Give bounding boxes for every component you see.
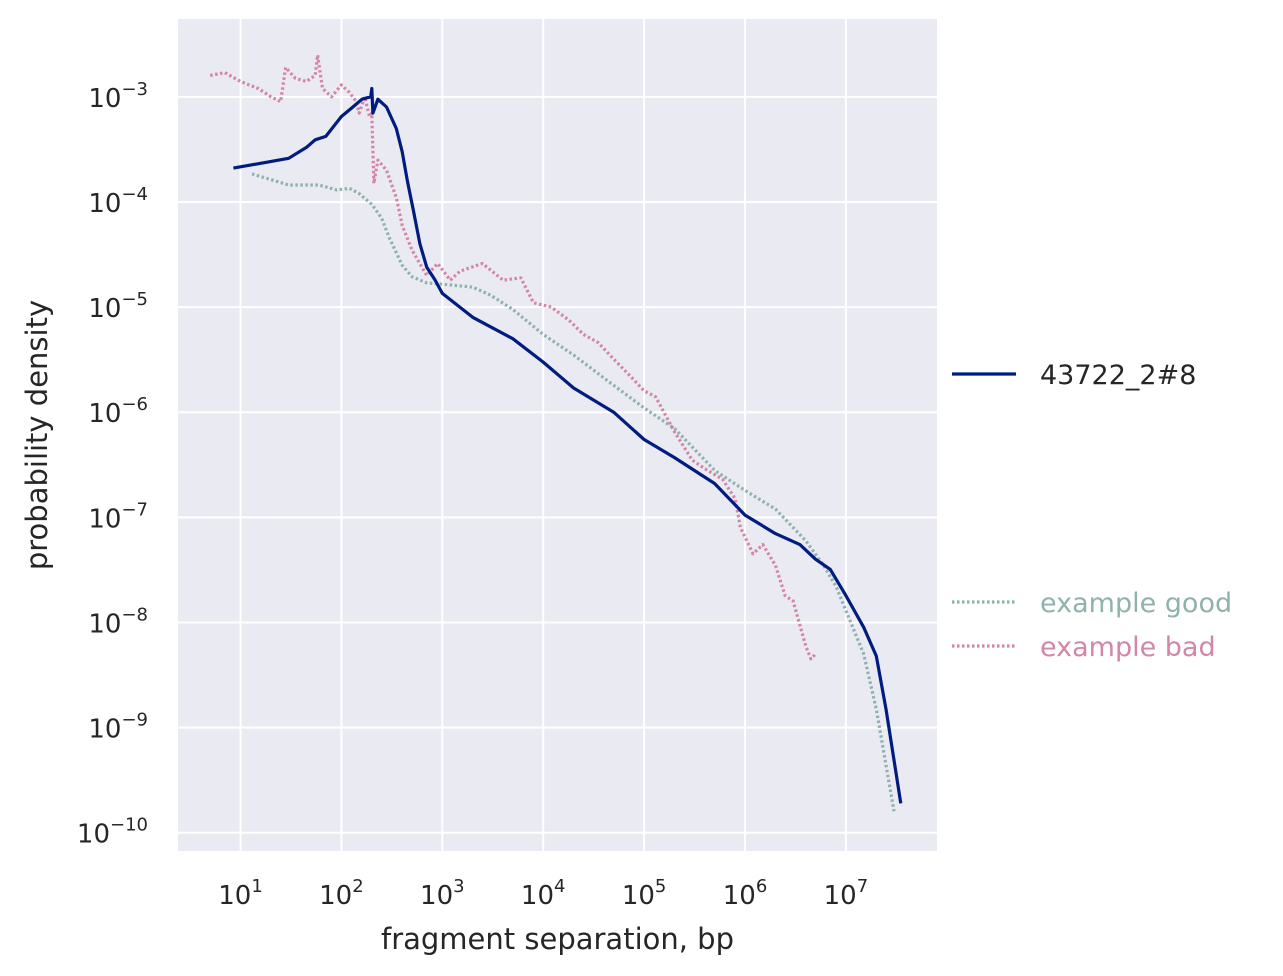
gridlines [178,19,937,851]
legend-label: 43722_2#8 [1040,360,1196,391]
legend-label: example bad [1040,632,1216,663]
x-tick-label: 103 [420,876,465,911]
y-tick-label: 10−7 [88,499,148,534]
x-tick-label: 101 [218,876,263,911]
y-tick-label: 10−10 [77,815,148,850]
y-tick-label: 10−3 [88,79,148,114]
x-tick-label: 106 [723,876,768,911]
series-layer [209,53,903,812]
x-tick-label: 107 [824,876,869,911]
x-axis-ticks: 101 102 103 104 105 106 107 [218,876,868,911]
y-tick-label: 10−8 [88,604,148,639]
y-tick-label: 10−6 [88,394,148,429]
x-tick-label: 105 [622,876,667,911]
y-tick-label: 10−5 [88,289,148,324]
y-tick-label: 10−4 [88,184,148,219]
y-axis-ticks: 10−3 10−4 10−5 10−6 10−7 10−8 10−9 10−10 [77,79,148,850]
y-axis-title: probability density [20,300,54,570]
x-tick-label: 102 [319,876,364,911]
legend-label: example good [1040,588,1232,619]
y-tick-label: 10−9 [88,710,148,745]
series-line-43722-2-8 [233,86,903,804]
x-tick-label: 104 [521,876,566,911]
x-axis-title: fragment separation, bp [381,922,734,956]
plot-area [178,19,937,851]
series-line-example-good [251,172,896,812]
